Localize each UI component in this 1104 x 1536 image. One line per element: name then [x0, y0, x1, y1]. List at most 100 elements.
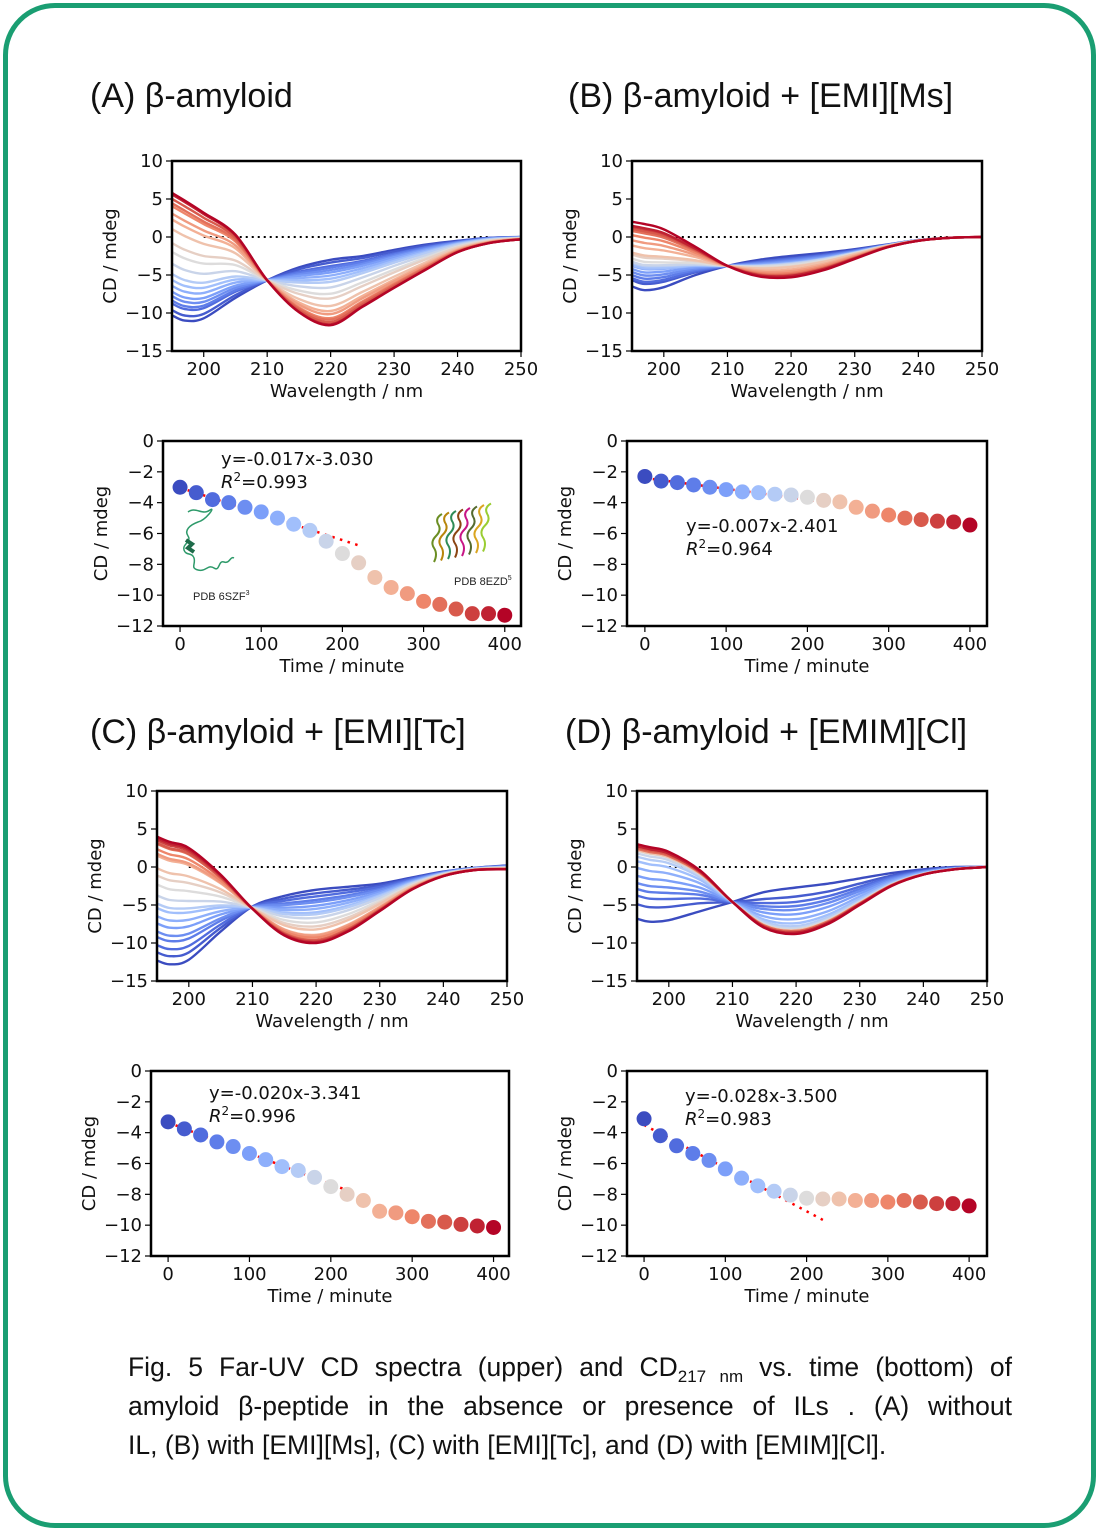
y-tick-label: −12 — [104, 1246, 142, 1267]
plot-frame — [625, 1069, 989, 1258]
data-point — [351, 555, 367, 571]
data-point — [160, 1114, 176, 1130]
structure-insets: PDB 6SZF3 PDB 8EZD5 — [183, 502, 512, 603]
x-tick-label: 0 — [639, 634, 650, 655]
y-tick-label: −10 — [580, 1215, 618, 1236]
monomer-structure-icon — [183, 508, 235, 572]
data-point — [469, 1218, 485, 1234]
data-point — [388, 1205, 404, 1221]
y-axis-label: CD / mdeg — [555, 1116, 576, 1211]
data-point — [962, 517, 978, 533]
figure-frame — [3, 3, 1096, 1528]
x-tick-label: 200 — [790, 634, 824, 655]
data-point — [750, 1178, 766, 1194]
x-tick-label: 400 — [476, 1264, 510, 1285]
data-point — [767, 486, 783, 502]
timecourse-chart: 0 100 200 300 400 0 −2 −4 −6 −8 −10 −12 Time / minut… — [79, 1061, 511, 1307]
data-point — [383, 579, 399, 595]
y-tick-label: −12 — [580, 1246, 618, 1267]
x-tick-label: 220 — [299, 989, 333, 1010]
y-tick-label: 0 — [131, 1061, 142, 1082]
y-tick-label: −2 — [115, 1092, 142, 1113]
spectra-chart: 200 210 220 230 240 250 10 5 0 −5 −10 −15 Wavelength… — [100, 151, 538, 402]
y-tick-label: −10 — [585, 303, 623, 324]
y-tick-label: −15 — [590, 971, 628, 992]
data-point — [399, 586, 415, 602]
inset-label-right: PDB 8EZD5 — [454, 575, 512, 588]
data-point — [913, 512, 929, 528]
y-tick-label: −8 — [591, 1184, 618, 1205]
y-tick-label: −10 — [590, 933, 628, 954]
fibril-strand-icon — [473, 504, 485, 554]
data-point — [225, 1139, 241, 1155]
fibril-strand-icon — [431, 513, 443, 563]
r-symbol: R — [686, 539, 699, 560]
spectrum-curve — [172, 237, 521, 300]
data-point — [307, 1169, 323, 1185]
x-tick-label: 300 — [871, 1264, 905, 1285]
x-tick-label: 0 — [162, 1264, 173, 1285]
r-exponent: 2 — [222, 1104, 230, 1118]
data-point — [653, 473, 669, 489]
x-tick-label: 220 — [779, 989, 813, 1010]
data-point — [912, 1194, 928, 1210]
y-tick-label: −15 — [585, 341, 623, 362]
x-tick-label: 100 — [244, 634, 278, 655]
data-point — [372, 1203, 388, 1219]
timecourse-chart: 0 100 200 300 400 0 −2 −4 −6 −8 −10 −12 Time / minut… — [91, 431, 523, 677]
x-axis-label: Time / minute — [743, 1286, 869, 1307]
data-point — [432, 596, 448, 612]
r-exponent: 2 — [699, 537, 707, 551]
x-tick-label: 100 — [232, 1264, 266, 1285]
fibril-strand-icon — [445, 510, 457, 560]
data-point — [221, 495, 237, 511]
x-tick-label: 300 — [395, 1264, 429, 1285]
data-point — [176, 1121, 192, 1137]
y-tick-label: −15 — [110, 971, 148, 992]
data-point — [717, 1161, 733, 1177]
data-point — [193, 1127, 209, 1143]
y-tick-label: −4 — [591, 1123, 618, 1144]
r-value: =0.993 — [241, 472, 308, 493]
y-axis-label: CD / mdeg — [560, 208, 581, 303]
data-point — [832, 494, 848, 510]
data-point — [188, 485, 204, 501]
data-point — [367, 569, 383, 585]
inset-label-left: PDB 6SZF3 — [193, 590, 250, 603]
y-tick-label: 5 — [152, 189, 163, 210]
data-point — [404, 1209, 420, 1225]
x-tick-label: 300 — [406, 634, 440, 655]
y-tick-label: −10 — [110, 933, 148, 954]
fit-line — [643, 1123, 824, 1222]
plot-frame — [630, 159, 984, 353]
plot-frame — [155, 789, 509, 983]
x-tick-label: 210 — [710, 359, 744, 380]
x-tick-label: 200 — [325, 634, 359, 655]
x-tick-label: 400 — [952, 1264, 986, 1285]
spectrum-curve — [637, 843, 987, 936]
data-point — [702, 479, 718, 495]
spectrum-curve — [157, 835, 507, 945]
y-tick-label: 0 — [137, 857, 148, 878]
x-tick-label: 230 — [838, 359, 872, 380]
x-axis-label: Time / minute — [278, 656, 404, 677]
x-tick-label: 240 — [901, 359, 935, 380]
caption-line-1: Fig. 5 Far-UV CD spectra (upper) and CD2… — [128, 1348, 1012, 1387]
data-point — [172, 479, 188, 495]
data-point — [497, 607, 513, 623]
spectrum-curve — [172, 191, 521, 327]
r-value: =0.964 — [706, 539, 773, 560]
y-tick-label: −12 — [580, 616, 618, 637]
data-point — [961, 1198, 977, 1214]
panel-title: (D) β-amyloid + [EMIM][Cl] — [565, 713, 967, 751]
timecourse-chart: 0 100 200 300 400 0 −2 −4 −6 −8 −10 −12 Time / minut… — [555, 431, 989, 677]
x-tick-label: 210 — [250, 359, 284, 380]
y-tick-label: 5 — [612, 189, 623, 210]
r-symbol: R — [221, 472, 234, 493]
y-tick-label: −6 — [115, 1154, 142, 1175]
fibril-strand-icon — [466, 505, 478, 555]
x-tick-label: 0 — [174, 634, 185, 655]
y-tick-label: 0 — [152, 227, 163, 248]
x-tick-label: 250 — [965, 359, 999, 380]
